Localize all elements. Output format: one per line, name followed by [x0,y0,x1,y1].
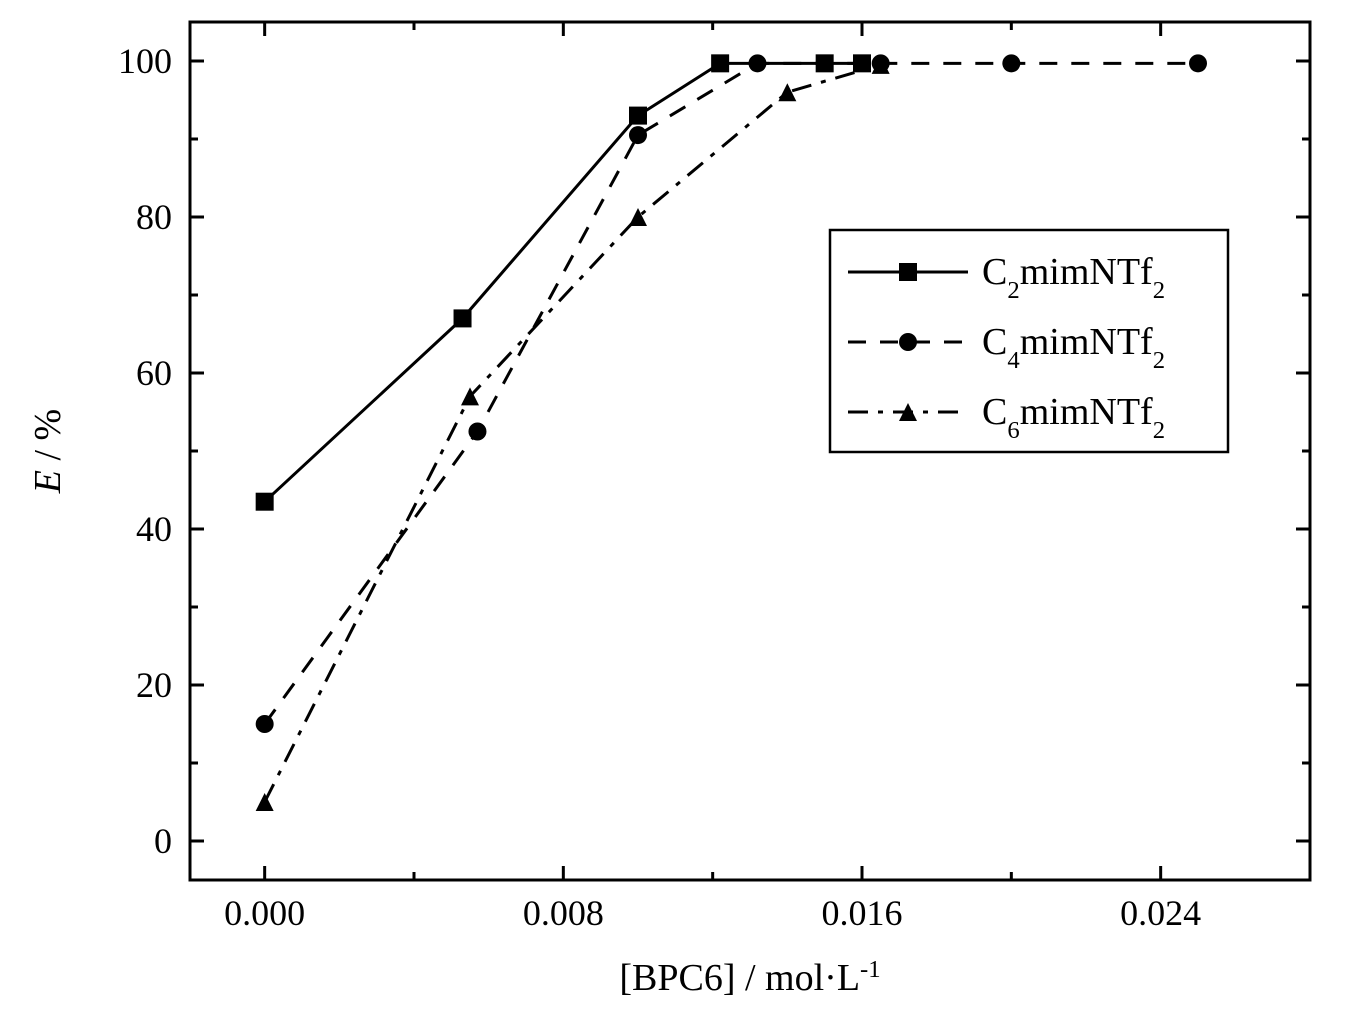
x-tick-label: 0.024 [1120,893,1201,933]
y-tick-label: 60 [136,353,172,393]
y-tick-label: 40 [136,509,172,549]
x-tick-label: 0.000 [224,893,305,933]
y-tick-label: 100 [118,41,172,81]
y-axis-label: E / % [27,409,69,494]
x-tick-label: 0.016 [822,893,903,933]
chart-container: 0.000 0.008 0.016 0.024 0 20 40 60 80 100 [BPC6] /… [0,0,1352,1023]
legend: C2mimNTf2C4mimNTf2C6mimNTf2 [830,230,1228,452]
y-tick-label: 80 [136,197,172,237]
x-axis-label: [BPC6] / mol·L-1 [619,956,880,1000]
y-tick-label: 20 [136,665,172,705]
y-tick-label: 0 [154,821,172,861]
extraction-efficiency-chart: 0.000 0.008 0.016 0.024 0 20 40 60 80 100 [BPC6] /… [0,0,1352,1023]
x-tick-label: 0.008 [523,893,604,933]
